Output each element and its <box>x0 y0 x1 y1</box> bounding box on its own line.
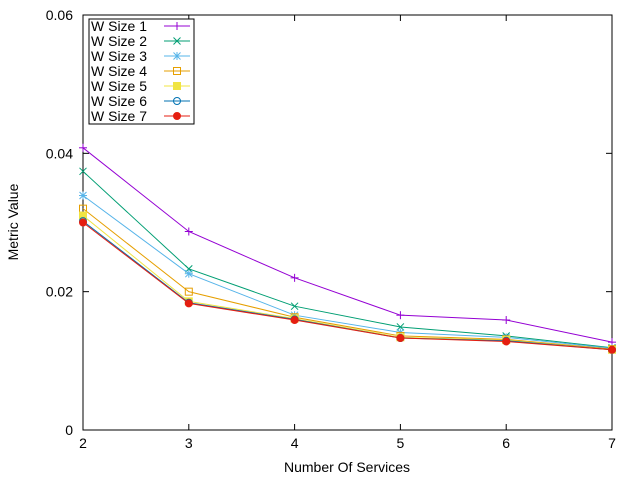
legend-item: W Size 6 <box>91 93 190 109</box>
marker-stroke <box>396 323 405 331</box>
marker-shape <box>502 337 511 346</box>
legend-label: W Size 6 <box>91 93 147 109</box>
marker-stroke <box>184 269 193 278</box>
marker-shape <box>173 82 181 90</box>
data-point <box>79 167 87 176</box>
legend-label: W Size 1 <box>91 18 147 34</box>
legend-item: W Size 1 <box>91 18 190 34</box>
marker-stroke <box>173 37 181 45</box>
data-point <box>173 37 181 45</box>
marker-stroke <box>290 302 299 311</box>
data-point <box>290 316 299 325</box>
series-line <box>82 222 613 351</box>
x-tick-label: 7 <box>608 435 616 451</box>
marker-shape <box>173 97 181 105</box>
data-point <box>79 218 87 227</box>
series-w-size-6 <box>79 217 616 354</box>
legend-label: W Size 5 <box>91 78 147 94</box>
data-point <box>79 191 87 200</box>
axes-group: 2 3 4 5 6 7 0 0.02 0.04 0.06 <box>46 7 616 451</box>
marker-shape <box>79 218 87 227</box>
x-axis-label: Number Of Services <box>284 459 410 475</box>
x-tick-label: 6 <box>502 435 510 451</box>
data-point <box>608 345 616 354</box>
marker-stroke <box>79 167 87 176</box>
data-point <box>184 227 193 236</box>
marker-shape <box>184 299 193 308</box>
legend-label: W Size 7 <box>91 108 147 124</box>
series-w-size-5 <box>79 211 616 354</box>
series-line <box>82 215 613 351</box>
marker-shape <box>173 67 181 75</box>
data-point <box>184 287 193 296</box>
legend-item: W Size 7 <box>91 108 190 124</box>
data-point <box>173 22 181 30</box>
marker-shape <box>173 112 181 120</box>
data-point <box>290 302 299 311</box>
legend-item: W Size 3 <box>91 48 190 64</box>
x-tick-label: 3 <box>185 435 193 451</box>
x-tick-label: 2 <box>79 435 87 451</box>
y-tick-label: 0 <box>65 422 73 438</box>
series-line <box>82 195 613 349</box>
x-tick-label: 4 <box>291 435 299 451</box>
data-point <box>396 323 405 331</box>
series-w-size-7 <box>79 218 616 354</box>
data-point <box>173 112 181 120</box>
legend: W Size 1W Size 2W Size 3W Size 4W Size 5… <box>88 18 195 125</box>
y-tick-label: 0.04 <box>46 145 73 161</box>
series-line <box>82 170 613 349</box>
marker-shape <box>290 316 299 325</box>
legend-label: W Size 4 <box>91 63 147 79</box>
y-tick-label: 0.06 <box>46 7 73 23</box>
data-point <box>396 334 405 343</box>
marker-shape <box>608 345 616 354</box>
data-point <box>502 316 511 325</box>
data-point <box>173 67 181 75</box>
marker-stroke <box>173 52 181 60</box>
series-line <box>82 208 613 350</box>
data-point <box>184 299 193 308</box>
legend-item: W Size 2 <box>91 33 190 49</box>
data-point <box>79 143 87 152</box>
series-group <box>79 143 616 354</box>
series-w-size-1 <box>79 143 616 347</box>
x-tick-label: 5 <box>397 435 405 451</box>
data-point <box>290 273 299 282</box>
data-point <box>502 337 511 346</box>
legend-label: W Size 2 <box>91 33 147 49</box>
data-point <box>173 82 181 90</box>
data-point <box>173 97 181 105</box>
data-point <box>396 311 405 320</box>
series-line <box>82 220 613 351</box>
y-tick-label: 0.02 <box>46 284 73 300</box>
data-point <box>173 52 181 60</box>
marker-shape <box>396 334 405 343</box>
marker-stroke <box>79 191 87 200</box>
legend-label: W Size 3 <box>91 48 147 64</box>
series-line <box>82 147 613 343</box>
marker-shape <box>184 287 193 296</box>
y-axis-label: Metric Value <box>5 183 21 260</box>
legend-item: W Size 4 <box>91 63 190 79</box>
data-point <box>184 269 193 278</box>
legend-item: W Size 5 <box>91 78 190 94</box>
series-w-size-4 <box>79 204 616 354</box>
